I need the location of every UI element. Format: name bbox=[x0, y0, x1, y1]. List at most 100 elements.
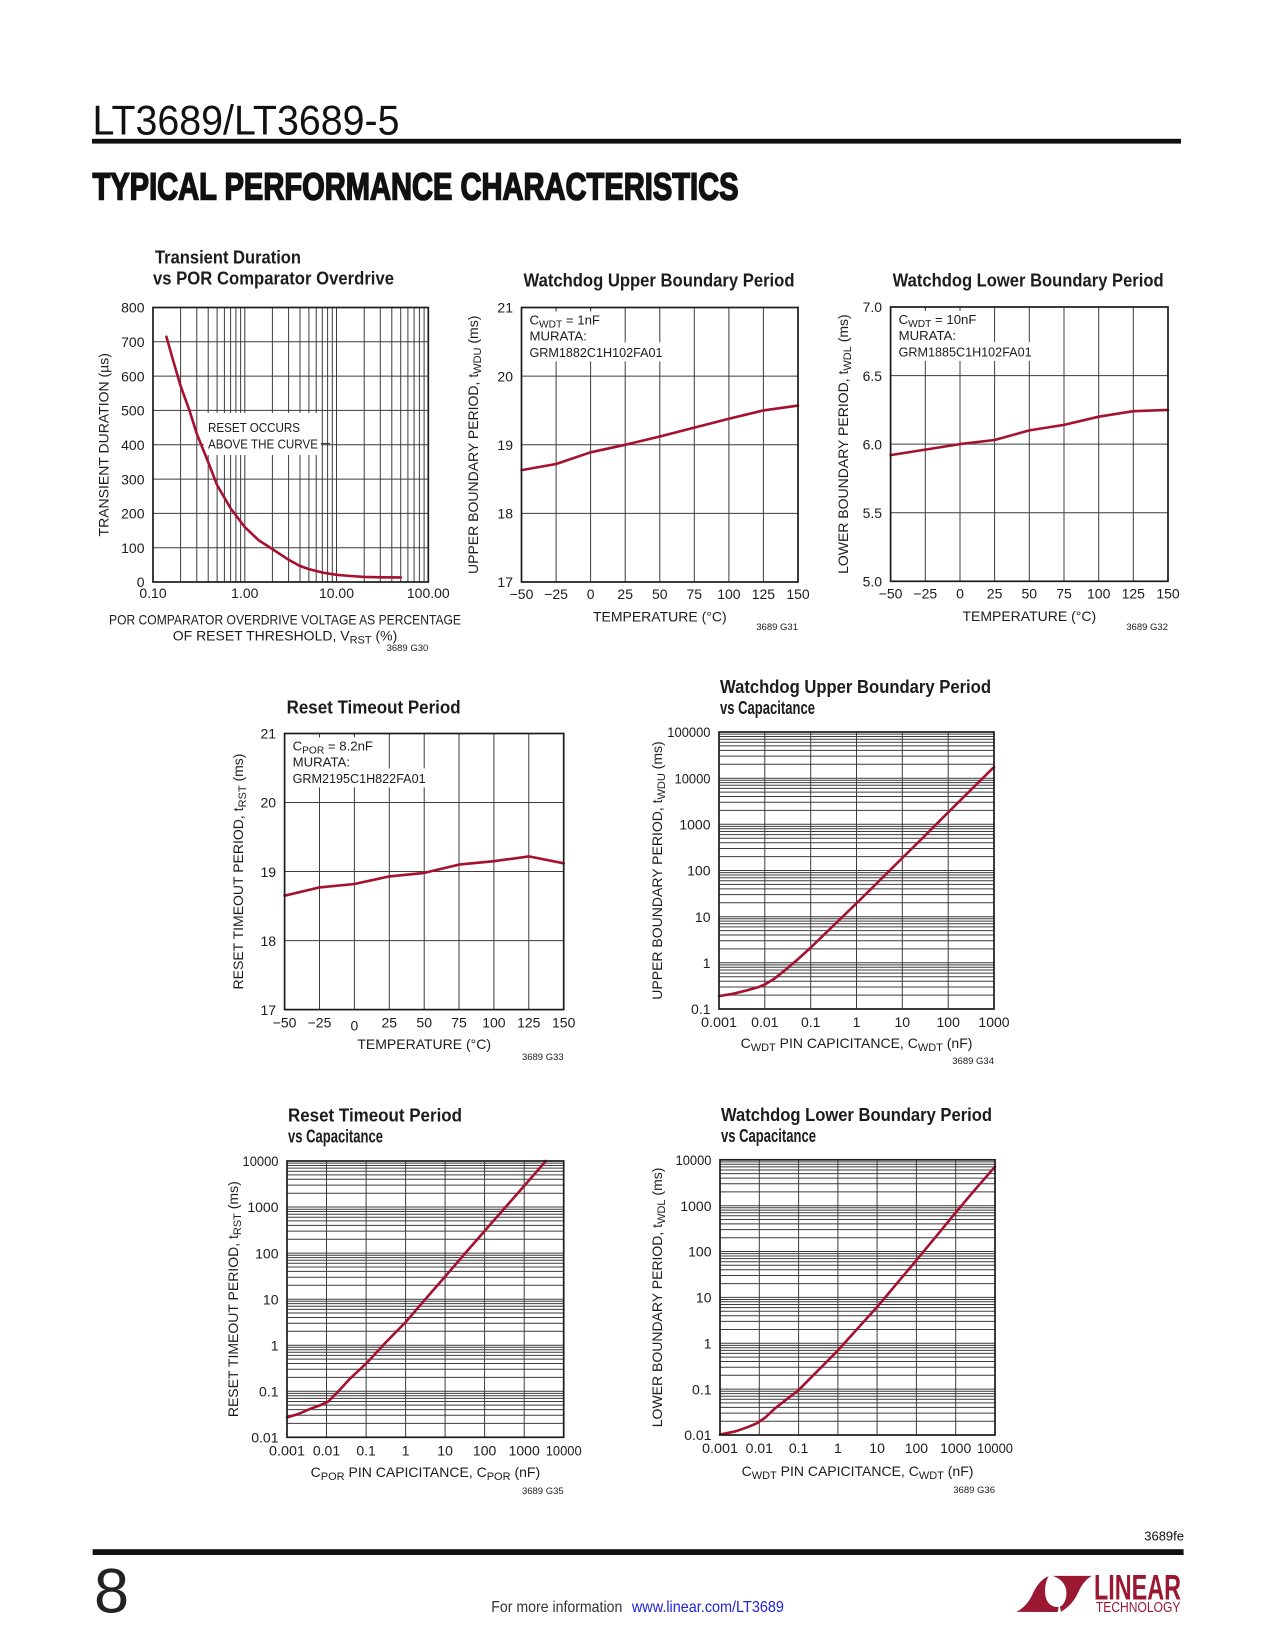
svg-text:25: 25 bbox=[382, 1015, 398, 1031]
svg-text:20: 20 bbox=[261, 795, 277, 811]
svg-text:Watchdog Upper Boundary Period: Watchdog Upper Boundary Period bbox=[720, 676, 991, 697]
svg-text:1: 1 bbox=[703, 955, 711, 971]
svg-text:1.00: 1.00 bbox=[231, 585, 258, 601]
svg-text:400: 400 bbox=[121, 437, 145, 453]
svg-text:5.0: 5.0 bbox=[863, 574, 883, 590]
svg-text:500: 500 bbox=[121, 403, 145, 419]
svg-text:10000: 10000 bbox=[675, 770, 711, 786]
svg-text:TECHNOLOGY: TECHNOLOGY bbox=[1096, 1600, 1181, 1616]
svg-text:3689 G36: 3689 G36 bbox=[953, 1485, 995, 1496]
svg-text:7.0: 7.0 bbox=[863, 299, 883, 315]
svg-text:10000: 10000 bbox=[546, 1442, 582, 1458]
svg-text:21: 21 bbox=[497, 300, 513, 316]
svg-text:GRM1882C1H102FA01: GRM1882C1H102FA01 bbox=[530, 345, 663, 360]
svg-text:Watchdog Lower Boundary Period: Watchdog Lower Boundary Period bbox=[721, 1104, 992, 1125]
svg-text:0.01: 0.01 bbox=[684, 1427, 711, 1443]
svg-text:150: 150 bbox=[1156, 585, 1180, 601]
svg-text:100: 100 bbox=[1087, 585, 1111, 601]
svg-text:GRM1885C1H102FA01: GRM1885C1H102FA01 bbox=[899, 344, 1032, 359]
svg-text:0.01: 0.01 bbox=[751, 1014, 778, 1030]
svg-text:LOWER BOUNDARY PERIOD, tWDL (m: LOWER BOUNDARY PERIOD, tWDL (ms) bbox=[835, 314, 854, 574]
svg-text:3689 G34: 3689 G34 bbox=[952, 1056, 994, 1067]
svg-text:vs Capacitance: vs Capacitance bbox=[720, 697, 815, 718]
svg-text:8: 8 bbox=[94, 1557, 129, 1627]
svg-text:6.0: 6.0 bbox=[863, 436, 883, 452]
svg-text:CPOR PIN CAPICITANCE, CPOR (nF: CPOR PIN CAPICITANCE, CPOR (nF) bbox=[311, 1464, 540, 1483]
svg-text:1: 1 bbox=[704, 1336, 712, 1352]
svg-text:TYPICAL PERFORMANCE CHARACTERI: TYPICAL PERFORMANCE CHARACTERISTICS bbox=[93, 167, 739, 209]
svg-text:Transient Duration: Transient Duration bbox=[155, 247, 301, 268]
svg-text:LINEAR: LINEAR bbox=[1094, 1569, 1181, 1608]
svg-text:1: 1 bbox=[402, 1442, 410, 1458]
svg-text:0: 0 bbox=[351, 1018, 359, 1034]
svg-text:0.001: 0.001 bbox=[269, 1442, 305, 1458]
svg-text:1000: 1000 bbox=[680, 1198, 711, 1214]
svg-text:10.00: 10.00 bbox=[319, 585, 354, 601]
svg-text:100: 100 bbox=[937, 1014, 961, 1030]
svg-text:−50: −50 bbox=[510, 586, 534, 602]
svg-text:MURATA:: MURATA: bbox=[293, 755, 350, 770]
svg-text:TEMPERATURE (°C): TEMPERATURE (°C) bbox=[357, 1036, 491, 1052]
svg-text:10: 10 bbox=[437, 1442, 453, 1458]
svg-text:100: 100 bbox=[255, 1245, 279, 1261]
svg-text:UPPER BOUNDARY PERIOD, tWDU (m: UPPER BOUNDARY PERIOD, tWDU (ms) bbox=[465, 316, 484, 574]
svg-text:1000: 1000 bbox=[679, 817, 710, 833]
svg-text:0: 0 bbox=[137, 574, 145, 590]
svg-text:1000: 1000 bbox=[247, 1199, 278, 1215]
svg-text:18: 18 bbox=[261, 933, 277, 949]
svg-text:10000: 10000 bbox=[676, 1152, 712, 1168]
svg-text:0.001: 0.001 bbox=[702, 1440, 738, 1456]
svg-text:25: 25 bbox=[617, 586, 633, 602]
svg-text:3689 G35: 3689 G35 bbox=[522, 1486, 564, 1497]
svg-text:300: 300 bbox=[121, 471, 145, 487]
svg-text:1: 1 bbox=[834, 1440, 842, 1456]
svg-text:3689 G32: 3689 G32 bbox=[1126, 622, 1168, 633]
svg-text:−25: −25 bbox=[544, 586, 568, 602]
svg-text:OF RESET THRESHOLD, VRST (%): OF RESET THRESHOLD, VRST (%) bbox=[173, 628, 398, 647]
svg-text:50: 50 bbox=[416, 1015, 432, 1031]
svg-text:1: 1 bbox=[271, 1337, 279, 1353]
svg-text:100: 100 bbox=[905, 1440, 929, 1456]
svg-text:100: 100 bbox=[687, 863, 711, 879]
svg-text:0.01: 0.01 bbox=[746, 1440, 773, 1456]
svg-text:1000: 1000 bbox=[978, 1014, 1009, 1030]
svg-text:1000: 1000 bbox=[940, 1440, 971, 1456]
svg-text:vs Capacitance: vs Capacitance bbox=[288, 1126, 383, 1147]
svg-text:www.linear.com/LT3689: www.linear.com/LT3689 bbox=[631, 1599, 784, 1616]
svg-text:10: 10 bbox=[695, 909, 711, 925]
svg-text:TEMPERATURE (°C): TEMPERATURE (°C) bbox=[593, 609, 727, 625]
svg-text:CWDT = 1nF: CWDT = 1nF bbox=[530, 313, 601, 331]
svg-text:100: 100 bbox=[121, 540, 145, 556]
svg-text:GRM2195C1H822FA01: GRM2195C1H822FA01 bbox=[293, 771, 426, 786]
svg-text:18: 18 bbox=[497, 506, 513, 522]
svg-text:0: 0 bbox=[587, 586, 595, 602]
svg-text:POR COMPARATOR OVERDRIVE VOLTA: POR COMPARATOR OVERDRIVE VOLTAGE AS PERC… bbox=[109, 612, 461, 628]
svg-text:19: 19 bbox=[261, 864, 277, 880]
svg-text:CWDT PIN CAPICITANCE, CWDT (nF: CWDT PIN CAPICITANCE, CWDT (nF) bbox=[742, 1463, 974, 1482]
svg-text:700: 700 bbox=[121, 334, 145, 350]
svg-text:Reset Timeout Period: Reset Timeout Period bbox=[288, 1105, 462, 1126]
svg-text:75: 75 bbox=[1056, 585, 1072, 601]
svg-text:RESET TIMEOUT PERIOD, tRST (ms: RESET TIMEOUT PERIOD, tRST (ms) bbox=[230, 754, 249, 990]
svg-text:100: 100 bbox=[482, 1015, 506, 1031]
svg-text:−25: −25 bbox=[308, 1015, 332, 1031]
svg-text:20: 20 bbox=[497, 368, 513, 384]
svg-text:150: 150 bbox=[552, 1015, 576, 1031]
svg-text:0.1: 0.1 bbox=[789, 1440, 809, 1456]
svg-text:100: 100 bbox=[688, 1244, 712, 1260]
svg-text:19: 19 bbox=[497, 437, 513, 453]
svg-text:50: 50 bbox=[1022, 585, 1038, 601]
svg-text:−25: −25 bbox=[913, 585, 937, 601]
svg-text:RESET OCCURS: RESET OCCURS bbox=[208, 420, 300, 435]
svg-text:10: 10 bbox=[895, 1014, 911, 1030]
svg-text:RESET TIMEOUT PERIOD, tRST (ms: RESET TIMEOUT PERIOD, tRST (ms) bbox=[225, 1181, 244, 1417]
svg-text:6.5: 6.5 bbox=[863, 368, 883, 384]
svg-text:200: 200 bbox=[121, 506, 145, 522]
svg-text:10000: 10000 bbox=[977, 1440, 1013, 1456]
svg-text:75: 75 bbox=[687, 586, 703, 602]
svg-text:0.01: 0.01 bbox=[313, 1442, 340, 1458]
svg-text:TRANSIENT DURATION (µs): TRANSIENT DURATION (µs) bbox=[96, 353, 112, 536]
svg-text:125: 125 bbox=[752, 586, 776, 602]
svg-text:3689 G30: 3689 G30 bbox=[387, 643, 429, 654]
svg-text:0.1: 0.1 bbox=[259, 1384, 279, 1400]
